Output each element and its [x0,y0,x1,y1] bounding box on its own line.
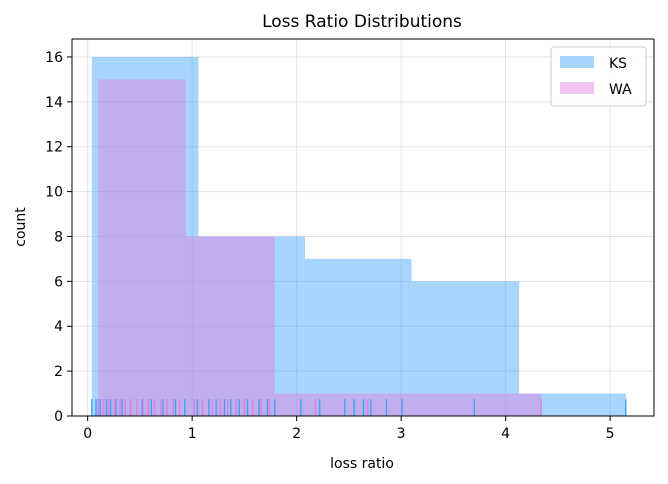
histogram-bar-ks [305,258,412,416]
histogram-bar-ks [519,393,626,416]
legend-swatch-ks [560,56,594,68]
y-tick-label: 2 [54,364,63,380]
histogram-bar-wa [185,236,275,416]
y-tick-label: 8 [54,229,63,245]
y-tick-label: 14 [45,95,63,111]
y-tick-label: 12 [45,140,63,156]
y-tick-label: 16 [45,50,63,66]
y-axis-label: count [13,207,29,247]
x-tick-label: 3 [397,426,406,442]
y-tick-label: 10 [45,185,63,201]
plot-frame [71,38,655,417]
chart-title: Loss Ratio Distributions [262,12,462,32]
legend-label-wa: WA [609,82,632,98]
rug-marks [91,399,627,416]
y-tick-label: 6 [54,274,63,290]
histogram-bar-ks [411,281,520,416]
x-tick-label: 2 [292,426,301,442]
x-axis-ticks: 0 1 2 3 4 5 [83,416,615,442]
grid [72,39,654,417]
y-tick-label: 4 [54,319,63,335]
legend-box [550,46,647,107]
y-axis-ticks: 0 2 4 6 8 10 12 14 16 [45,50,72,425]
histogram-bar-wa [452,393,542,416]
x-tick-label: 1 [188,426,197,442]
x-tick-label: 0 [83,426,92,442]
histogram-bar-wa [98,79,186,417]
x-tick-label: 4 [501,426,510,442]
x-tick-label: 5 [606,426,615,442]
legend: KS WA [550,46,647,107]
histogram-bar-ks [198,236,306,416]
legend-label-ks: KS [609,56,627,72]
legend-swatch-wa [560,82,594,94]
histogram-bar-wa [363,393,453,416]
histogram-bar-ks [91,56,199,416]
x-axis-label: loss ratio [330,456,394,472]
y-tick-label: 0 [54,409,63,425]
